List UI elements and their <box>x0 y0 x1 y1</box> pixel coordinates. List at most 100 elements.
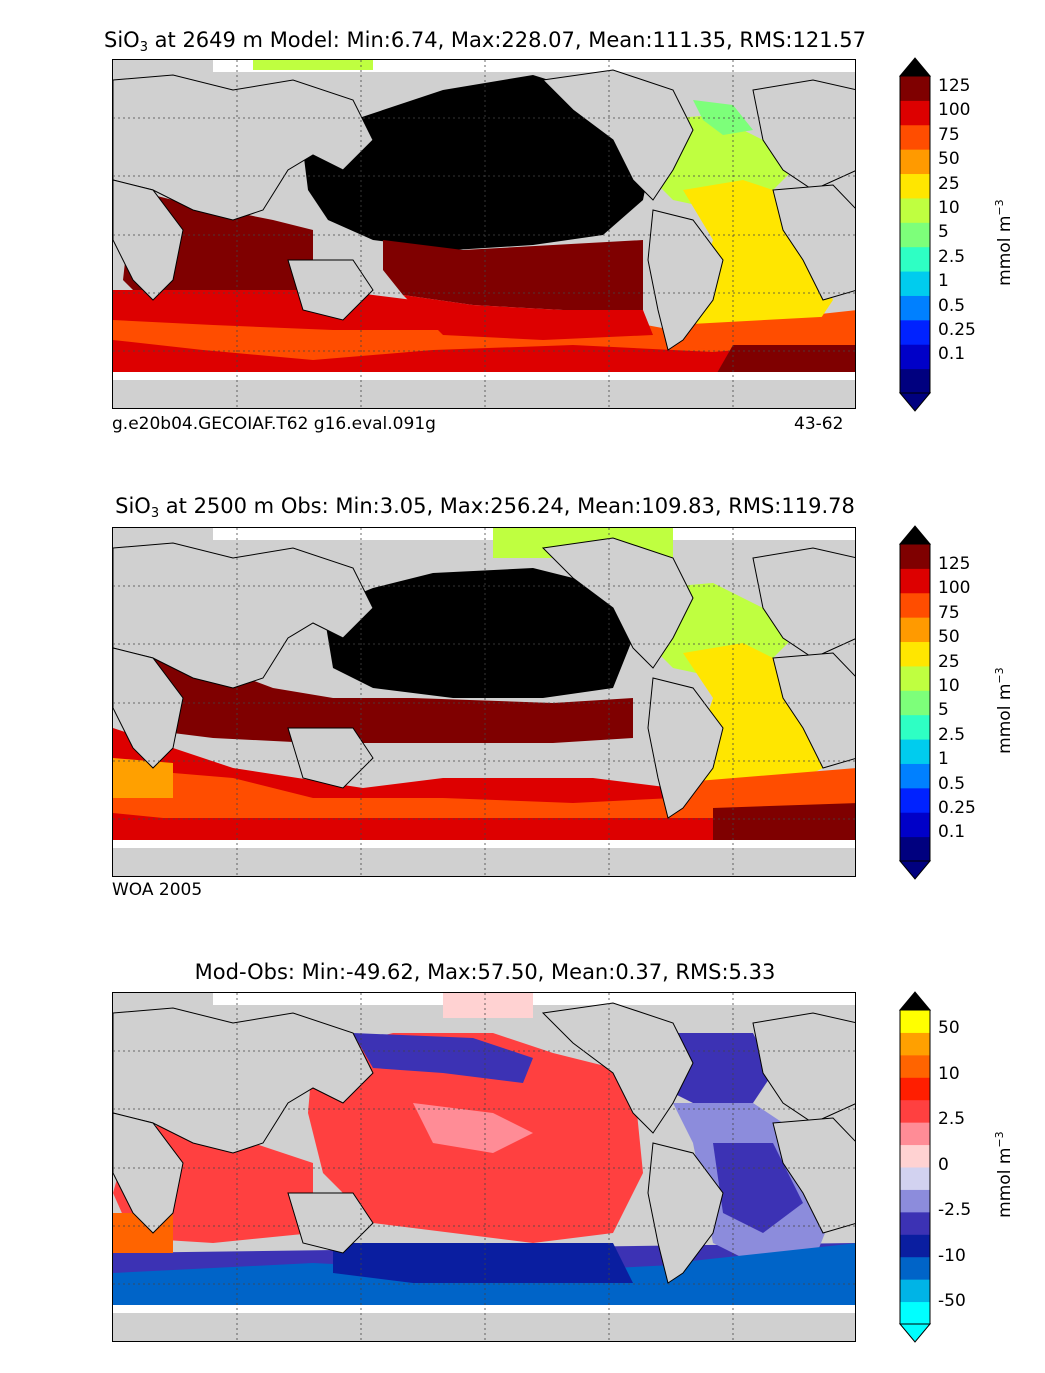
colorbar-tick-label: 10 <box>938 198 960 218</box>
colorbar-tick-label: 1 <box>938 271 949 292</box>
colorbar-segment <box>900 368 930 394</box>
colorbar-tick-label: 0.25 <box>938 320 976 340</box>
colorbar-segment <box>900 149 930 175</box>
colorbar-tick-label: 50 <box>938 627 960 648</box>
colorbar-tick-label: 0.1 <box>938 822 966 843</box>
colorbar-tick-label: 2.5 <box>938 1109 966 1129</box>
colorbar-segment <box>900 222 930 248</box>
colorbar-segment <box>900 1099 930 1123</box>
colorbar-frame <box>899 1009 931 1325</box>
colorbar-tick-label: 50 <box>938 1018 960 1038</box>
colorbar-segment <box>900 568 930 594</box>
colorbar-segment <box>900 1279 930 1303</box>
diff-unit-label: mmol m−3 <box>993 1118 1015 1218</box>
colorbar-frame <box>899 543 931 862</box>
model-map <box>112 59 856 409</box>
colorbar-segment <box>900 197 930 223</box>
colorbar-segment <box>900 592 930 618</box>
colorbar-tick-label: 0.5 <box>938 295 966 316</box>
colorbar-tick-label: 5 <box>938 700 949 721</box>
colorbar-svg <box>898 525 932 880</box>
model-title: SiO3 at 2649 m Model: Min:6.74, Max:228.… <box>0 28 970 55</box>
colorbar-tick-label: 1 <box>938 749 949 770</box>
colorbar-segment <box>900 1301 930 1325</box>
colorbar-segment <box>900 1032 930 1056</box>
colorbar-segment <box>900 173 930 199</box>
unit-exponent: −3 <box>993 1131 1007 1148</box>
colorbar-tick-label: 25 <box>938 173 960 194</box>
colorbar-tick-label: 0 <box>938 1154 949 1175</box>
model-map-svg <box>113 60 855 408</box>
colorbar-segment <box>900 124 930 150</box>
colorbar-segment <box>900 836 930 862</box>
colorbar-segment <box>900 787 930 813</box>
triangle-up-extend <box>898 991 932 1011</box>
colorbar-tick-label: 100 <box>938 100 971 121</box>
colorbar-segment <box>900 295 930 321</box>
colorbar-tick-label: 2.5 <box>938 724 966 745</box>
colorbar-segment <box>900 246 930 272</box>
colorbar-segment <box>900 1054 930 1078</box>
unit-text: mmol m <box>994 1147 1015 1218</box>
colorbar-segment <box>900 1077 930 1101</box>
colorbar-segment <box>900 344 930 370</box>
colorbar-tick-label: 0.1 <box>938 344 966 365</box>
colorbar-tick-label: 0.5 <box>938 773 966 794</box>
colorbar-segment <box>900 1256 930 1280</box>
obs-map-svg <box>113 528 855 876</box>
title-prefix: SiO <box>104 28 140 52</box>
diff-colorbar <box>898 991 932 1343</box>
colorbar-segment <box>900 319 930 345</box>
colorbar-segment <box>900 76 930 101</box>
colorbar-segment <box>900 1122 930 1146</box>
colorbar-segment <box>900 1010 930 1033</box>
model-colorbar <box>898 57 932 412</box>
colorbar-segment <box>900 665 930 691</box>
colorbar-segment <box>900 714 930 740</box>
colorbar-tick-label: 2.5 <box>938 246 966 267</box>
colorbar-tick-label: -10 <box>938 1245 966 1266</box>
obs-caption-left: WOA 2005 <box>112 880 203 900</box>
triangle-down-extend <box>898 1323 932 1343</box>
colorbar-segment <box>900 739 930 764</box>
title-prefix: SiO <box>115 494 151 518</box>
colorbar-tick-label: 75 <box>938 124 960 145</box>
colorbar-segment <box>900 763 930 789</box>
colorbar-segment <box>900 690 930 716</box>
colorbar-tick-label: 25 <box>938 651 960 672</box>
colorbar-tick-label: 50 <box>938 149 960 170</box>
title-text: at 2649 m Model: Min:6.74, Max:228.07, M… <box>147 28 866 52</box>
colorbar-segment <box>900 100 930 126</box>
colorbar-tick-label: 75 <box>938 602 960 623</box>
colorbar-segment <box>900 641 930 667</box>
colorbar-segment <box>900 271 930 296</box>
colorbar-segment <box>900 617 930 643</box>
model-panel: SiO3 at 2649 m Model: Min:6.74, Max:228.… <box>0 0 1045 460</box>
colorbar-segment <box>900 1234 930 1258</box>
colorbar-segment <box>900 544 930 569</box>
colorbar-segment <box>900 812 930 838</box>
obs-title: SiO3 at 2500 m Obs: Min:3.05, Max:256.24… <box>0 494 970 521</box>
colorbar-tick-label: 10 <box>938 1063 960 1084</box>
colorbar-svg <box>898 57 932 412</box>
colorbar-segment <box>900 1167 930 1190</box>
model-caption-left: g.e20b04.GECOIAF.T62 g16.eval.091g <box>112 414 436 434</box>
model-caption-right: 43-62 <box>794 414 844 434</box>
colorbar-svg <box>898 991 932 1343</box>
title-subscript: 3 <box>139 40 148 55</box>
title-subscript: 3 <box>150 506 160 521</box>
colorbar-tick-label: 125 <box>938 554 971 574</box>
colorbar-tick-label: 5 <box>938 222 949 243</box>
title-text: Mod-Obs: Min:-49.62, Max:57.50, Mean:0.3… <box>194 960 776 984</box>
obs-map <box>112 527 856 877</box>
diff-map-svg <box>113 993 855 1341</box>
diff-map <box>112 992 856 1342</box>
colorbar-frame <box>899 75 931 394</box>
colorbar-tick-label: -50 <box>938 1291 966 1311</box>
colorbar-segment <box>900 1189 930 1213</box>
colorbar-segment <box>900 1211 930 1235</box>
diff-title: Mod-Obs: Min:-49.62, Max:57.50, Mean:0.3… <box>0 960 970 984</box>
colorbar-segment <box>900 1144 930 1168</box>
colorbar-tick-label: 0.25 <box>938 798 976 818</box>
